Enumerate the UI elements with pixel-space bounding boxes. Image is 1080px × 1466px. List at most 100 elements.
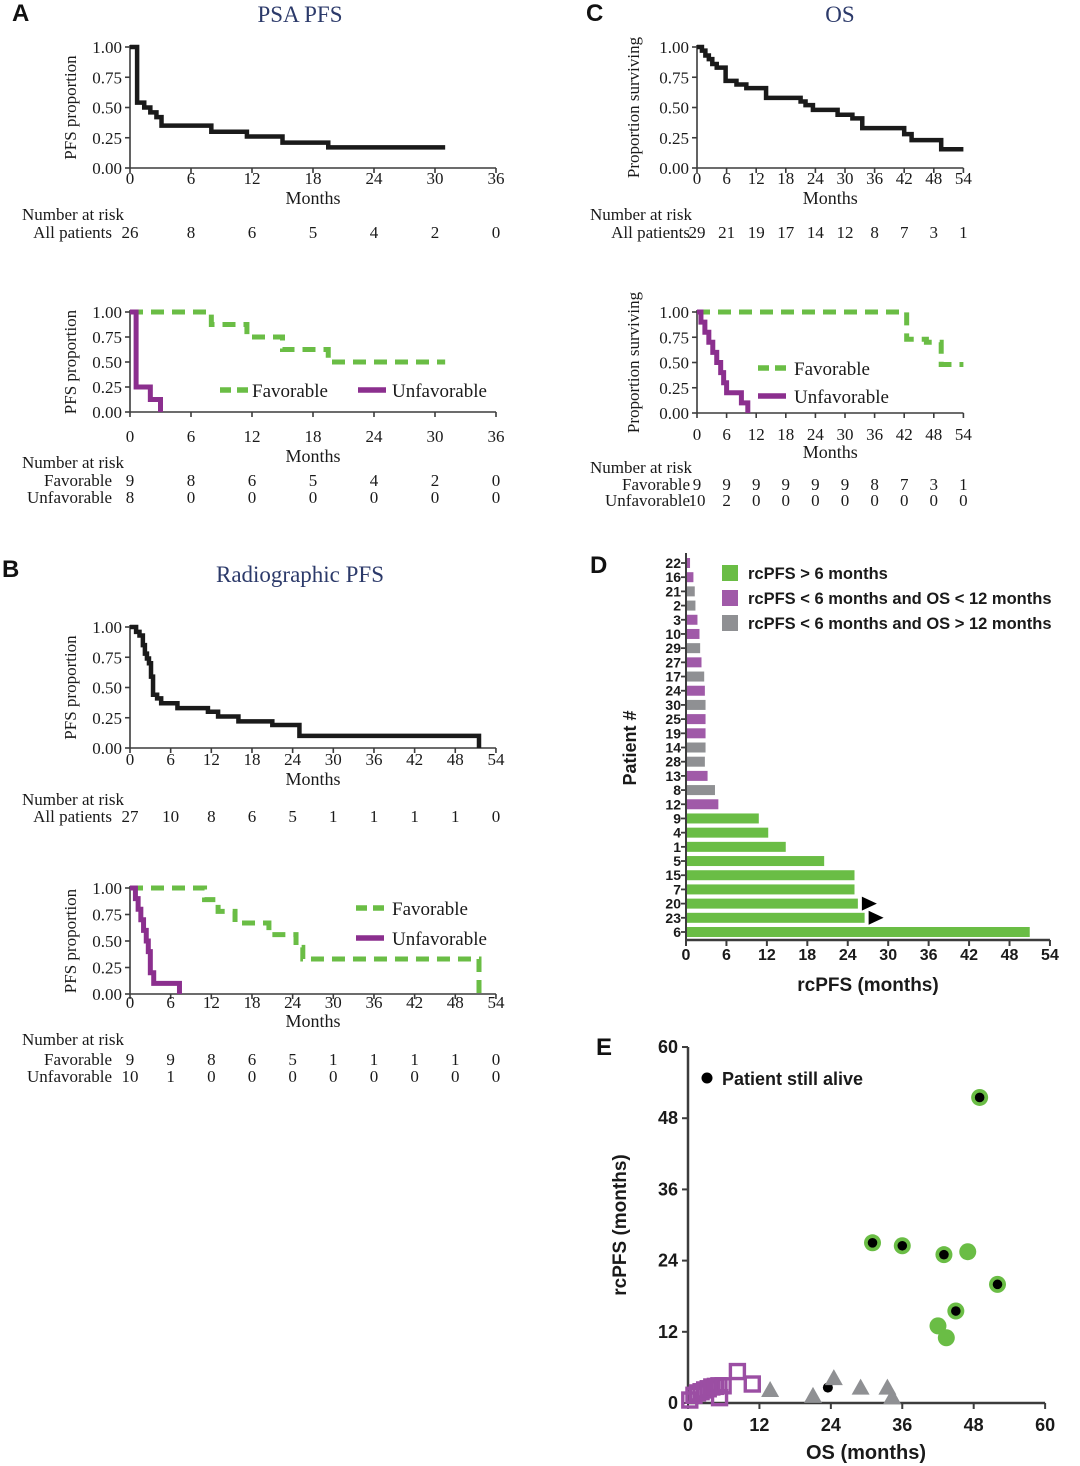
x-tick-label: 36 bbox=[488, 427, 505, 446]
legend-label: rcPFS > 6 months bbox=[748, 565, 888, 583]
at-risk-value: 0 bbox=[811, 491, 820, 510]
y-axis-label: Proportion surviving bbox=[624, 36, 643, 178]
at-risk-value: 0 bbox=[309, 488, 318, 507]
x-tick-label: 30 bbox=[427, 427, 444, 446]
x-tick-label: 6 bbox=[166, 750, 175, 769]
at-risk-row-label: Unfavorable bbox=[27, 1067, 112, 1086]
panel-b-title: Radiographic PFS bbox=[215, 562, 385, 587]
y-axis-label: PFS proportion bbox=[61, 309, 80, 414]
at-risk-value: 5 bbox=[288, 807, 297, 826]
patient-label: 29 bbox=[665, 640, 681, 656]
legend-label: Unfavorable bbox=[794, 387, 889, 408]
at-risk-value: 8 bbox=[870, 223, 879, 242]
patient-label: 8 bbox=[673, 782, 681, 798]
x-tick-label: 30 bbox=[837, 425, 854, 444]
x-tick-label: 24 bbox=[366, 169, 384, 188]
at-risk-value: 1 bbox=[329, 807, 338, 826]
patient-label: 14 bbox=[665, 740, 681, 756]
x-axis-label: Months bbox=[803, 442, 858, 462]
x-tick-label: 18 bbox=[305, 169, 322, 188]
bar-patient-29 bbox=[687, 643, 701, 654]
at-risk-value: 0 bbox=[900, 491, 909, 510]
at-risk-value: 2 bbox=[431, 471, 440, 490]
x-tick-label: 0 bbox=[683, 1415, 693, 1435]
km-curve-favorable bbox=[130, 309, 446, 365]
at-risk-value: 0 bbox=[492, 471, 501, 490]
at-risk-value: 27 bbox=[122, 807, 140, 826]
at-risk-value: 0 bbox=[492, 807, 501, 826]
x-axis-label: Months bbox=[285, 1011, 340, 1031]
x-tick-label: 48 bbox=[447, 750, 464, 769]
x-tick-label: 6 bbox=[722, 425, 731, 444]
at-risk-value: 29 bbox=[689, 223, 706, 242]
x-tick-label: 12 bbox=[244, 427, 261, 446]
x-tick-label: 6 bbox=[166, 993, 175, 1012]
panel-c-title: OS bbox=[825, 2, 855, 27]
y-tick-label: 0.50 bbox=[92, 932, 122, 951]
at-risk-value: 19 bbox=[748, 223, 765, 242]
at-risk-row-label: Favorable bbox=[44, 471, 112, 490]
x-tick-label: 18 bbox=[777, 425, 794, 444]
at-risk-value: 9 bbox=[693, 475, 702, 494]
at-risk-value: 8 bbox=[187, 471, 196, 490]
panel-d-letter: D bbox=[590, 552, 608, 579]
panel-c-letter: C bbox=[586, 0, 604, 27]
bar-patient-10 bbox=[687, 628, 700, 639]
at-risk-value: 7 bbox=[900, 475, 909, 494]
x-tick-label: 54 bbox=[955, 169, 973, 188]
bar-patient-22 bbox=[687, 558, 691, 568]
at-risk-row-label: All patients bbox=[33, 223, 112, 242]
at-risk-value: 8 bbox=[870, 475, 879, 494]
x-tick-label: 6 bbox=[722, 169, 731, 188]
at-risk-value: 0 bbox=[492, 1067, 501, 1086]
km-curve-unfavorable bbox=[130, 309, 163, 412]
bar-patient-30 bbox=[687, 699, 706, 710]
bar-patient-24 bbox=[687, 685, 705, 696]
y-axis-label: Proportion surviving bbox=[624, 291, 643, 433]
x-tick-label: 6 bbox=[187, 427, 196, 446]
y-axis-label: PFS proportion bbox=[61, 55, 80, 160]
at-risk-value: 9 bbox=[752, 475, 761, 494]
at-risk-value: 0 bbox=[248, 1067, 257, 1086]
marker-circle bbox=[929, 1317, 947, 1335]
x-tick-label: 24 bbox=[366, 427, 384, 446]
x-tick-label: 18 bbox=[243, 993, 260, 1012]
x-axis-label: Months bbox=[285, 769, 340, 789]
x-tick-label: 54 bbox=[955, 425, 973, 444]
bar-patient-4 bbox=[687, 827, 769, 838]
x-tick-label: 30 bbox=[325, 993, 342, 1012]
at-risk-value: 6 bbox=[248, 223, 257, 242]
patient-label: 12 bbox=[665, 796, 681, 812]
patient-label: 7 bbox=[673, 881, 681, 897]
x-axis-label: Months bbox=[285, 188, 340, 208]
os-groups-km-chart: 0.000.250.500.751.000 6 12 18 24 30 36 42 48 54Pr… bbox=[590, 291, 973, 510]
marker-triangle bbox=[824, 1369, 843, 1386]
os-all-patients-km-chart: 0.000.250.500.751.000 6 12 18 24 30 36 42 48 54Pr… bbox=[590, 36, 973, 242]
at-risk-value: 3 bbox=[930, 223, 939, 242]
bar-patient-27 bbox=[687, 657, 702, 668]
y-tick-label: 0.00 bbox=[659, 404, 689, 423]
y-tick-label: 0.25 bbox=[92, 709, 122, 728]
marker-triangle bbox=[761, 1380, 780, 1397]
legend-label: Unfavorable bbox=[392, 929, 487, 950]
at-risk-value: 8 bbox=[187, 223, 196, 242]
at-risk-value: 6 bbox=[248, 471, 257, 490]
at-risk-value: 9 bbox=[722, 475, 731, 494]
x-tick-label: 36 bbox=[866, 169, 883, 188]
x-tick-label: 12 bbox=[244, 169, 261, 188]
x-tick-label: 24 bbox=[284, 750, 302, 769]
at-risk-value: 9 bbox=[126, 471, 135, 490]
x-tick-label: 18 bbox=[777, 169, 794, 188]
at-risk-header: Number at risk bbox=[22, 453, 124, 472]
patient-label: 28 bbox=[665, 754, 681, 770]
bar-patient-6 bbox=[687, 927, 1030, 937]
at-risk-value: 1 bbox=[370, 807, 379, 826]
at-risk-value: 0 bbox=[451, 1067, 460, 1086]
x-tick-label: 54 bbox=[487, 750, 505, 769]
y-tick-label: 0.50 bbox=[92, 99, 122, 118]
y-tick-label: 0.50 bbox=[92, 679, 122, 698]
patient-label: 25 bbox=[665, 711, 681, 727]
marker-square-open bbox=[710, 1388, 729, 1407]
